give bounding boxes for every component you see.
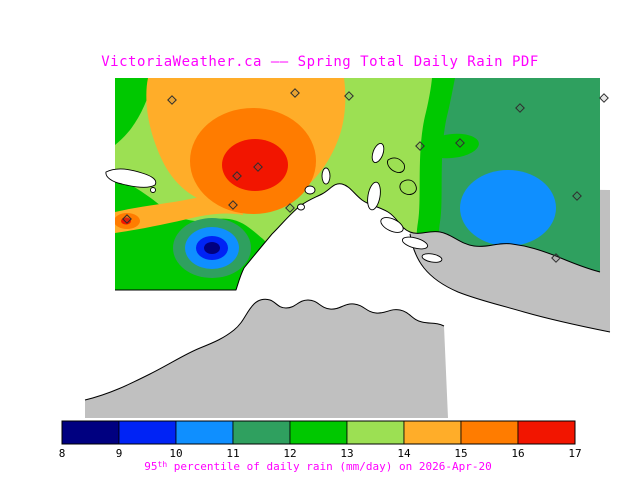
colorbar-tick-label: 8 xyxy=(59,447,66,460)
station-marker-icon xyxy=(232,171,242,181)
contour-orange-tongue-west xyxy=(115,196,243,233)
station-marker-icon xyxy=(415,141,425,151)
contour-blue-low-east xyxy=(460,170,556,246)
caption-post: percentile of daily rain (mm/day) on 202… xyxy=(167,460,492,473)
caption-superscript: th xyxy=(158,460,168,469)
station-marker-icon xyxy=(167,95,177,105)
figure-title: VictoriaWeather.ca —— Spring Total Daily… xyxy=(101,54,539,70)
colorbar-tick-label: 12 xyxy=(283,447,296,460)
channel-haro-5 xyxy=(421,253,443,263)
station-marker-icon xyxy=(515,103,525,113)
station-marker-icon xyxy=(455,138,465,148)
island-outline-gulf-2 xyxy=(399,179,417,195)
station-marker-icon xyxy=(228,200,238,210)
colorbar-segment xyxy=(61,420,120,445)
inlet-victoria xyxy=(321,167,331,185)
colorbar-segment xyxy=(403,420,462,445)
channel-haro-3 xyxy=(380,217,404,233)
colorbar-segment xyxy=(118,420,177,445)
colorbar-tick-label: 14 xyxy=(397,447,411,460)
coastline-olympic-peninsula xyxy=(84,298,445,401)
coastline-mainland-east xyxy=(409,233,611,333)
station-marker-icon xyxy=(285,203,295,213)
island-outline-gulf-1 xyxy=(387,157,405,173)
contour-green-nw-corner xyxy=(115,78,154,145)
colorbar: 8 9 10 11 12 13 14 15 16 17 xyxy=(59,420,582,460)
station-marker-icon xyxy=(551,253,561,263)
colorbar-segment xyxy=(175,420,234,445)
colorbar-tick-label: 10 xyxy=(169,447,182,460)
colorbar-segment xyxy=(517,420,576,445)
station-marker-icon xyxy=(122,214,132,224)
caption-pre: 95 xyxy=(144,460,157,473)
cove-victoria xyxy=(297,203,305,211)
station-marker-icon xyxy=(344,91,354,101)
harbour-victoria xyxy=(304,185,316,195)
contour-red-max-core xyxy=(222,139,288,191)
colorbar-segment xyxy=(289,420,348,445)
station-marker-icon xyxy=(253,162,263,172)
colorbar-segment xyxy=(232,420,291,445)
colorbar-tick-label: 9 xyxy=(116,447,123,460)
colorbar-tick-label: 11 xyxy=(226,447,239,460)
channel-haro-1 xyxy=(371,142,385,164)
channel-haro-4 xyxy=(401,236,429,250)
contour-field xyxy=(115,78,600,290)
colorbar-caption: 95th percentile of daily rain (mm/day) o… xyxy=(144,460,491,473)
contour-low-navy-core xyxy=(204,242,220,254)
colorbar-tick-label: 16 xyxy=(511,447,524,460)
station-marker-icon xyxy=(290,88,300,98)
colorbar-tick-label: 13 xyxy=(340,447,353,460)
colorbar-segment xyxy=(346,420,405,445)
station-marker-icon xyxy=(572,191,582,201)
islet-offshore-west xyxy=(150,187,156,193)
channel-haro-2 xyxy=(367,181,381,211)
land-olympic-peninsula xyxy=(85,299,448,418)
station-markers xyxy=(122,88,609,263)
colorbar-frame xyxy=(61,420,576,445)
contour-green-patch-east xyxy=(425,133,479,159)
colorbar-tick-label: 15 xyxy=(454,447,467,460)
station-marker-icon xyxy=(599,93,609,103)
colorbar-tick-label: 17 xyxy=(568,447,581,460)
island-offshore-west xyxy=(105,168,157,188)
colorbar-segment xyxy=(460,420,519,445)
